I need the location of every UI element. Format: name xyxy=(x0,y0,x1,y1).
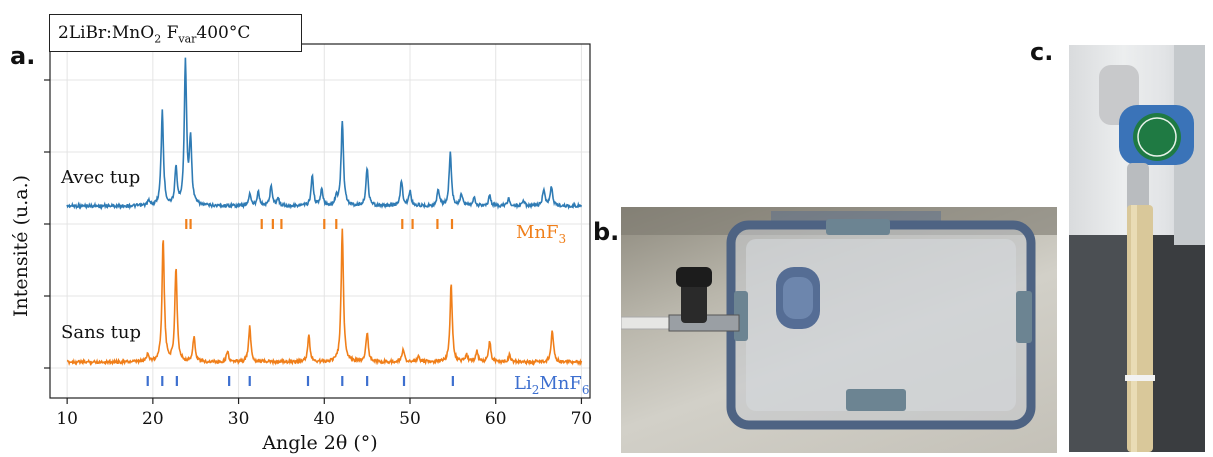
plot-frame xyxy=(49,43,591,399)
y-axis-label: Intensité (u.a.) xyxy=(10,175,32,317)
photo-gas-tap-hose xyxy=(1069,45,1205,452)
phase-label-li2mnf6-suffix: MnF xyxy=(539,373,582,394)
x-tick-label: 70 xyxy=(571,409,593,429)
x-tick-label: 40 xyxy=(313,409,335,429)
sample-title-box: 2LiBr:MnO2 Fvar400°C xyxy=(49,14,302,52)
series-label-avec-tup: Avec tup xyxy=(60,167,140,188)
axis-layer: 10 20 30 40 50 60 70 xyxy=(44,43,593,429)
sample-title-sub2: var xyxy=(178,32,197,46)
series-layer xyxy=(66,57,583,367)
x-tick-label: 60 xyxy=(485,409,507,429)
x-tick-label: 10 xyxy=(56,409,78,429)
xrd-chart-svg: 10 20 30 40 50 60 70 Avec tup Sans tup MnF3 Li… xyxy=(10,43,593,454)
series-label-sans-tup: Sans tup xyxy=(61,322,141,343)
x-axis-label: Angle 2θ (°) xyxy=(261,432,377,454)
series-trace-0 xyxy=(66,57,583,211)
sample-title-suffix: 400°C xyxy=(196,23,251,43)
grid-layer xyxy=(50,44,590,398)
x-tick-label: 50 xyxy=(399,409,421,429)
sample-title-prefix: 2LiBr:MnO xyxy=(58,23,155,43)
panel-letter-a: a. xyxy=(10,42,36,70)
container-illustration xyxy=(621,207,1057,430)
sample-title-mid: F xyxy=(161,23,179,43)
phase-label-li2mnf6-sub: 2 xyxy=(532,383,540,397)
phase-label-mnf3-sub: 3 xyxy=(559,232,567,246)
phase-label-mnf3-main: MnF xyxy=(516,222,559,243)
x-tick-label: 30 xyxy=(228,409,250,429)
phase-label-li2mnf6-main: Li xyxy=(514,373,532,394)
panel-letter-c: c. xyxy=(1030,38,1054,66)
gas-tap-illustration xyxy=(1069,45,1205,452)
reference-ticks-layer xyxy=(146,219,454,386)
x-tick-label: 20 xyxy=(142,409,164,429)
series-trace-1 xyxy=(66,228,583,367)
panel-letter-b: b. xyxy=(593,218,620,246)
photo-container-with-valve xyxy=(621,207,1057,453)
phase-label-li2mnf6-sub2: 6 xyxy=(582,383,590,397)
sample-title-sub1: 2 xyxy=(154,32,162,46)
xrd-chart: 10 20 30 40 50 60 70 Avec tup Sans tup MnF3 Li… xyxy=(0,0,600,457)
phase-label-li2mnf6: Li2MnF6 xyxy=(514,373,590,397)
phase-label-mnf3: MnF3 xyxy=(516,222,566,246)
